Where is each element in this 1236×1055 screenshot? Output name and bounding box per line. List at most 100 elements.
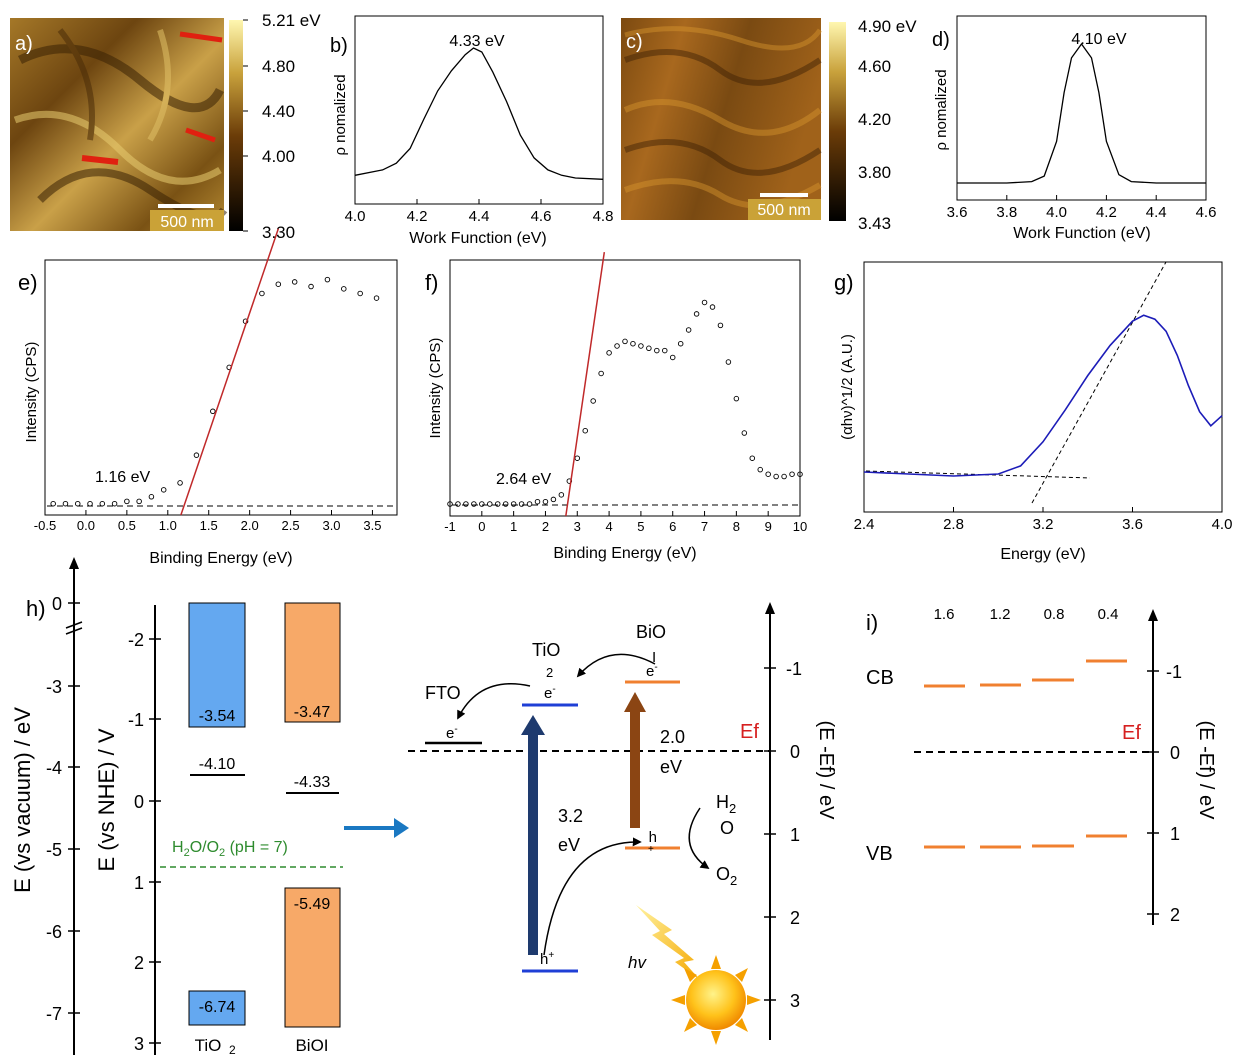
panel-label-d: d) <box>932 29 950 51</box>
nhe-tick: -2 <box>128 630 144 650</box>
x-tick-label: 8 <box>733 519 740 534</box>
linear-fit-e <box>180 228 280 516</box>
tio2-gap-unit: eV <box>558 835 580 855</box>
data-point <box>797 471 803 477</box>
cb-label: CB <box>866 667 894 689</box>
x-tick-label: 4.0 <box>1046 204 1067 221</box>
bioi-diagram-label-sub: I <box>652 649 656 666</box>
plot-frame-e <box>44 259 398 516</box>
scalebar <box>158 204 214 208</box>
data-point <box>669 354 676 361</box>
x-tick-label: 3.6 <box>947 204 968 221</box>
data-point <box>773 473 779 480</box>
bioi-vb-value: -5.49 <box>294 896 331 913</box>
data-point <box>494 501 501 507</box>
data-point <box>177 480 183 486</box>
data-point <box>677 340 684 347</box>
x-tick-label: 3.2 <box>1033 516 1054 533</box>
xticks-e: -0.5 0.0 0.5 1.0 1.5 2.0 2.5 3.0 3.5 <box>34 510 381 533</box>
x-tick-label: 6 <box>669 519 676 534</box>
x-tick-label: 3.6 <box>1122 516 1143 533</box>
data-point <box>193 452 200 458</box>
data-point <box>50 500 56 507</box>
panel-g: g) (αhν)^1/2 (A.U.) Energy (eV) 2.4 2.8 3.… <box>834 261 1232 563</box>
ylabel-e: Intensity (CPS) <box>23 342 40 443</box>
e-ef-tick-i: 0 <box>1170 743 1180 763</box>
x-tick-label: 3.5 <box>363 518 381 533</box>
data-point <box>725 359 732 365</box>
data-point <box>502 501 509 507</box>
colorbar-c <box>829 22 846 221</box>
e-ef-axis-i-arrow <box>1148 609 1158 621</box>
data-point <box>373 295 380 301</box>
scalebar-label: 500 nm <box>757 202 810 219</box>
water-oxidation-arrow <box>688 807 710 870</box>
data-point <box>685 327 692 333</box>
red-mark <box>81 155 119 165</box>
bioi-vb-bar <box>284 887 341 1028</box>
x-tick-label: 3.0 <box>322 518 340 533</box>
panel-d: d) ρ nomalized Work Function (eV) 4.10 e… <box>932 15 1216 242</box>
tio2-excitation-arrow <box>521 715 545 955</box>
curve-d <box>957 42 1206 184</box>
colorbar-a <box>229 20 243 231</box>
data-point <box>741 430 748 436</box>
annotation-f: 2.64 eV <box>496 471 551 488</box>
colorbar-c-max: 4.90 eV <box>858 17 917 36</box>
x-tick-label: 0 <box>478 519 485 534</box>
plot-frame-f <box>449 259 801 517</box>
tio2-gap-value: 3.2 <box>558 806 583 826</box>
colorbar-a-tick: 4.40 <box>262 102 295 121</box>
tio2-diagram-label: TiO <box>532 640 560 660</box>
ylabel-d: ρ nomalized <box>933 69 950 150</box>
data-point <box>622 338 628 345</box>
x-tick-label: 4 <box>605 519 612 534</box>
nhe-axis-label: E (vs NHE) / V <box>94 728 119 871</box>
x-tick-label: 0.5 <box>118 518 136 533</box>
tio2-vb-value: -6.74 <box>199 999 236 1016</box>
data-point <box>526 501 533 507</box>
x-tick-label: 2.8 <box>943 516 964 533</box>
data-point <box>471 501 477 507</box>
colorbar-c-min: 3.43 <box>858 214 891 233</box>
x-tick-label: 2.5 <box>282 518 300 533</box>
afm-map-c <box>621 18 821 220</box>
points-f <box>447 299 803 507</box>
data-point <box>542 498 549 505</box>
xticks-f: -1 0 1 2 3 4 5 6 7 8 9 10 <box>444 511 807 534</box>
water-oxidation-label: H2O/O2 (pH = 7) <box>172 839 288 859</box>
panel-f: f) Intensity (CPS) Binding Energy (eV) 2… <box>425 251 807 562</box>
panel-label-b: b) <box>330 35 348 57</box>
vacuum-axis-arrow <box>69 557 79 569</box>
tio2-electron: e- <box>544 684 556 702</box>
data-point <box>598 370 604 377</box>
data-point <box>550 496 557 503</box>
x-tick-label: 4.0 <box>345 208 366 225</box>
data-point <box>518 501 525 507</box>
data-point <box>662 347 668 354</box>
xticks-b: 4.0 4.2 4.4 4.6 4.8 <box>345 199 613 225</box>
x-tick-label: 3 <box>574 519 581 534</box>
data-point <box>606 350 612 356</box>
vacuum-tick: -6 <box>46 922 62 942</box>
data-point <box>757 466 763 473</box>
scalebar-label: 500 nm <box>160 214 213 231</box>
xlabel-d: Work Function (eV) <box>1013 225 1151 242</box>
tio2-cb-value: -3.54 <box>199 708 236 725</box>
xticks-g: 2.4 2.8 3.2 3.6 4.0 <box>854 507 1232 533</box>
data-point <box>701 299 708 306</box>
data-point <box>74 500 81 507</box>
data-point <box>455 501 461 507</box>
data-point <box>646 345 652 352</box>
curve-b <box>354 47 604 180</box>
nhe-tick: 0 <box>134 792 144 812</box>
data-point <box>638 343 644 349</box>
bioi-gap-unit: eV <box>660 757 682 777</box>
colorbar-a-tick: 4.80 <box>262 57 295 76</box>
panel-b: b) ρ nomalized Work Function (eV) 4.33 e… <box>330 15 613 247</box>
tio2-hole: h+ <box>540 950 554 968</box>
data-point <box>630 340 636 347</box>
xlabel-b: Work Function (eV) <box>409 230 547 247</box>
composition-label: 1.6 <box>934 606 955 623</box>
